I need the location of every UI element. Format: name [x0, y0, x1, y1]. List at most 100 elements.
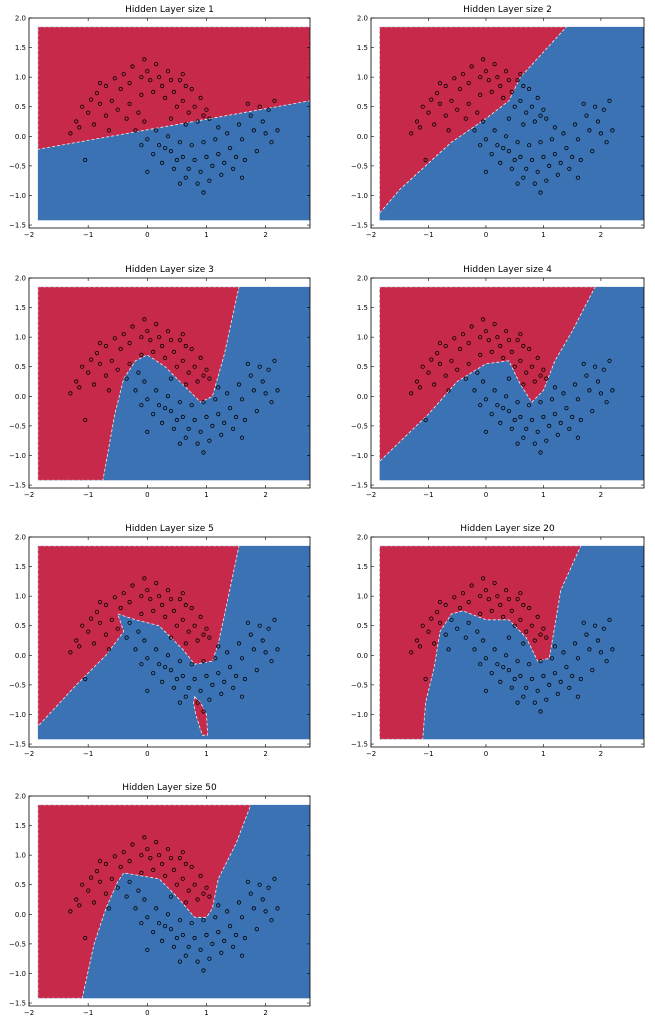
data-point [526, 143, 532, 148]
data-point [549, 397, 555, 402]
data-point [429, 97, 434, 102]
x-tick-label: −1 [83, 491, 93, 499]
data-point [558, 160, 563, 165]
data-point [587, 647, 592, 652]
chart-panel: −2 −1 0 1 2 2.0 1.5 1.0 0.5 0.0 −0.5 −1.0 −1.5 Hidden… [9, 5, 311, 239]
data-point [478, 403, 483, 408]
data-point [213, 656, 218, 661]
data-point [575, 137, 581, 142]
data-point [236, 122, 242, 127]
x-tick-label: −2 [24, 750, 34, 758]
data-point [558, 679, 563, 685]
data-point [501, 405, 506, 411]
data-point [607, 617, 612, 622]
data-point [198, 614, 203, 620]
data-point [86, 888, 91, 893]
data-point [219, 691, 224, 696]
data-point [266, 626, 271, 631]
x-tick-label: −1 [423, 750, 433, 758]
data-point [151, 152, 156, 157]
axes-frame [370, 17, 645, 229]
data-point [509, 608, 514, 614]
data-point [480, 576, 486, 581]
data-point [171, 349, 176, 354]
y-tick-label: 2.0 [15, 15, 26, 23]
data-point [239, 915, 245, 920]
chart-title: Hidden Layer size 4 [463, 265, 552, 275]
data-point [538, 632, 543, 637]
data-point [180, 617, 185, 622]
data-point [74, 119, 79, 124]
x-tick-label: 2 [599, 491, 603, 499]
data-point [151, 608, 156, 614]
data-point [136, 888, 141, 893]
data-point [417, 644, 422, 649]
data-point [532, 700, 537, 705]
data-point [466, 340, 471, 346]
data-point [165, 653, 171, 658]
data-point [598, 131, 604, 136]
data-point [77, 903, 82, 908]
data-point [239, 656, 245, 661]
data-point [509, 426, 514, 431]
data-point [555, 432, 560, 437]
data-point [570, 414, 575, 420]
data-point [552, 125, 558, 130]
data-point [231, 944, 236, 949]
data-point [77, 125, 82, 130]
x-tick-label: −2 [366, 231, 376, 239]
data-point [604, 659, 609, 664]
data-point [535, 169, 540, 174]
data-point [228, 664, 233, 670]
data-point [598, 391, 604, 396]
data-point [177, 659, 182, 664]
data-point [518, 617, 523, 622]
data-point [570, 673, 575, 679]
data-point [529, 364, 535, 369]
data-point [154, 61, 159, 67]
axes-frame [28, 536, 311, 748]
data-point [201, 968, 206, 973]
data-point [139, 403, 144, 408]
data-point [225, 391, 230, 396]
data-point [213, 915, 218, 920]
data-point [195, 700, 200, 705]
data-point [257, 104, 262, 109]
x-tick-label: 1 [204, 491, 208, 499]
data-point [171, 608, 176, 614]
data-point [177, 918, 182, 923]
data-point [183, 435, 188, 440]
data-point [83, 935, 88, 941]
data-point [478, 662, 483, 667]
data-point [263, 391, 268, 396]
data-point [177, 181, 182, 186]
data-point [151, 349, 156, 354]
data-point [469, 583, 474, 588]
chart-panel: −2 −1 0 1 2 2.0 1.5 1.0 0.5 0.0 −0.5 −1.0 −1.5 Hidden… [351, 265, 645, 499]
data-point [136, 110, 141, 115]
data-point [512, 104, 517, 109]
data-point [118, 346, 123, 352]
data-point [475, 629, 480, 634]
data-point [483, 397, 488, 402]
data-point [201, 140, 206, 145]
data-point [148, 855, 153, 861]
data-point [501, 614, 506, 620]
y-tick-label: 0.0 [357, 652, 368, 660]
data-point [269, 918, 274, 923]
data-point [216, 125, 221, 130]
data-point [503, 134, 509, 139]
data-point [204, 367, 209, 372]
data-point [463, 635, 468, 640]
y-tick-label: 0.0 [357, 393, 368, 401]
data-point [607, 98, 612, 103]
data-point [492, 647, 497, 652]
y-tick-label: 1.5 [357, 304, 368, 312]
data-point [515, 140, 520, 145]
data-point [189, 864, 194, 870]
data-point [198, 688, 203, 693]
data-point [195, 441, 200, 446]
data-point [541, 107, 546, 112]
data-point [610, 647, 615, 652]
y-tick-label: −1.0 [9, 192, 26, 200]
